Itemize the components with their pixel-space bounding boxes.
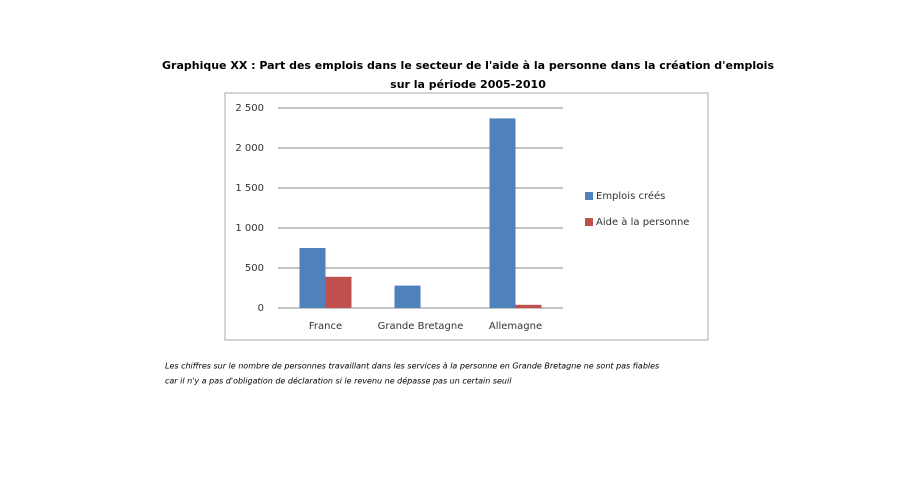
bar (299, 248, 326, 308)
chart-title: sur la période 2005-2010 (390, 78, 546, 91)
y-tick-label: 2 500 (235, 103, 264, 114)
y-tick-label: 500 (245, 263, 264, 274)
chart-title: Graphique XX : Part des emplois dans le … (162, 59, 774, 72)
y-tick-label: 0 (258, 303, 264, 314)
legend-label: Emplois créés (596, 190, 665, 202)
note: car il n'y a pas d'obligation de déclara… (165, 376, 512, 386)
x-tick-label: France (309, 321, 342, 332)
y-tick-label: 2 000 (235, 143, 264, 154)
bar (394, 285, 421, 308)
legend-label: Aide à la personne (596, 216, 689, 228)
note: Les chiffres sur le nombre de personnes … (165, 362, 659, 371)
y-tick-label: 1 000 (235, 223, 264, 234)
legend-swatch (585, 218, 593, 226)
legend-swatch (585, 192, 593, 200)
bar (325, 276, 352, 308)
y-tick-label: 1 500 (235, 183, 264, 194)
bar (489, 118, 516, 309)
x-tick-label: Allemagne (489, 321, 542, 332)
x-tick-label: Grande Bretagne (378, 321, 464, 332)
bar (515, 304, 542, 308)
